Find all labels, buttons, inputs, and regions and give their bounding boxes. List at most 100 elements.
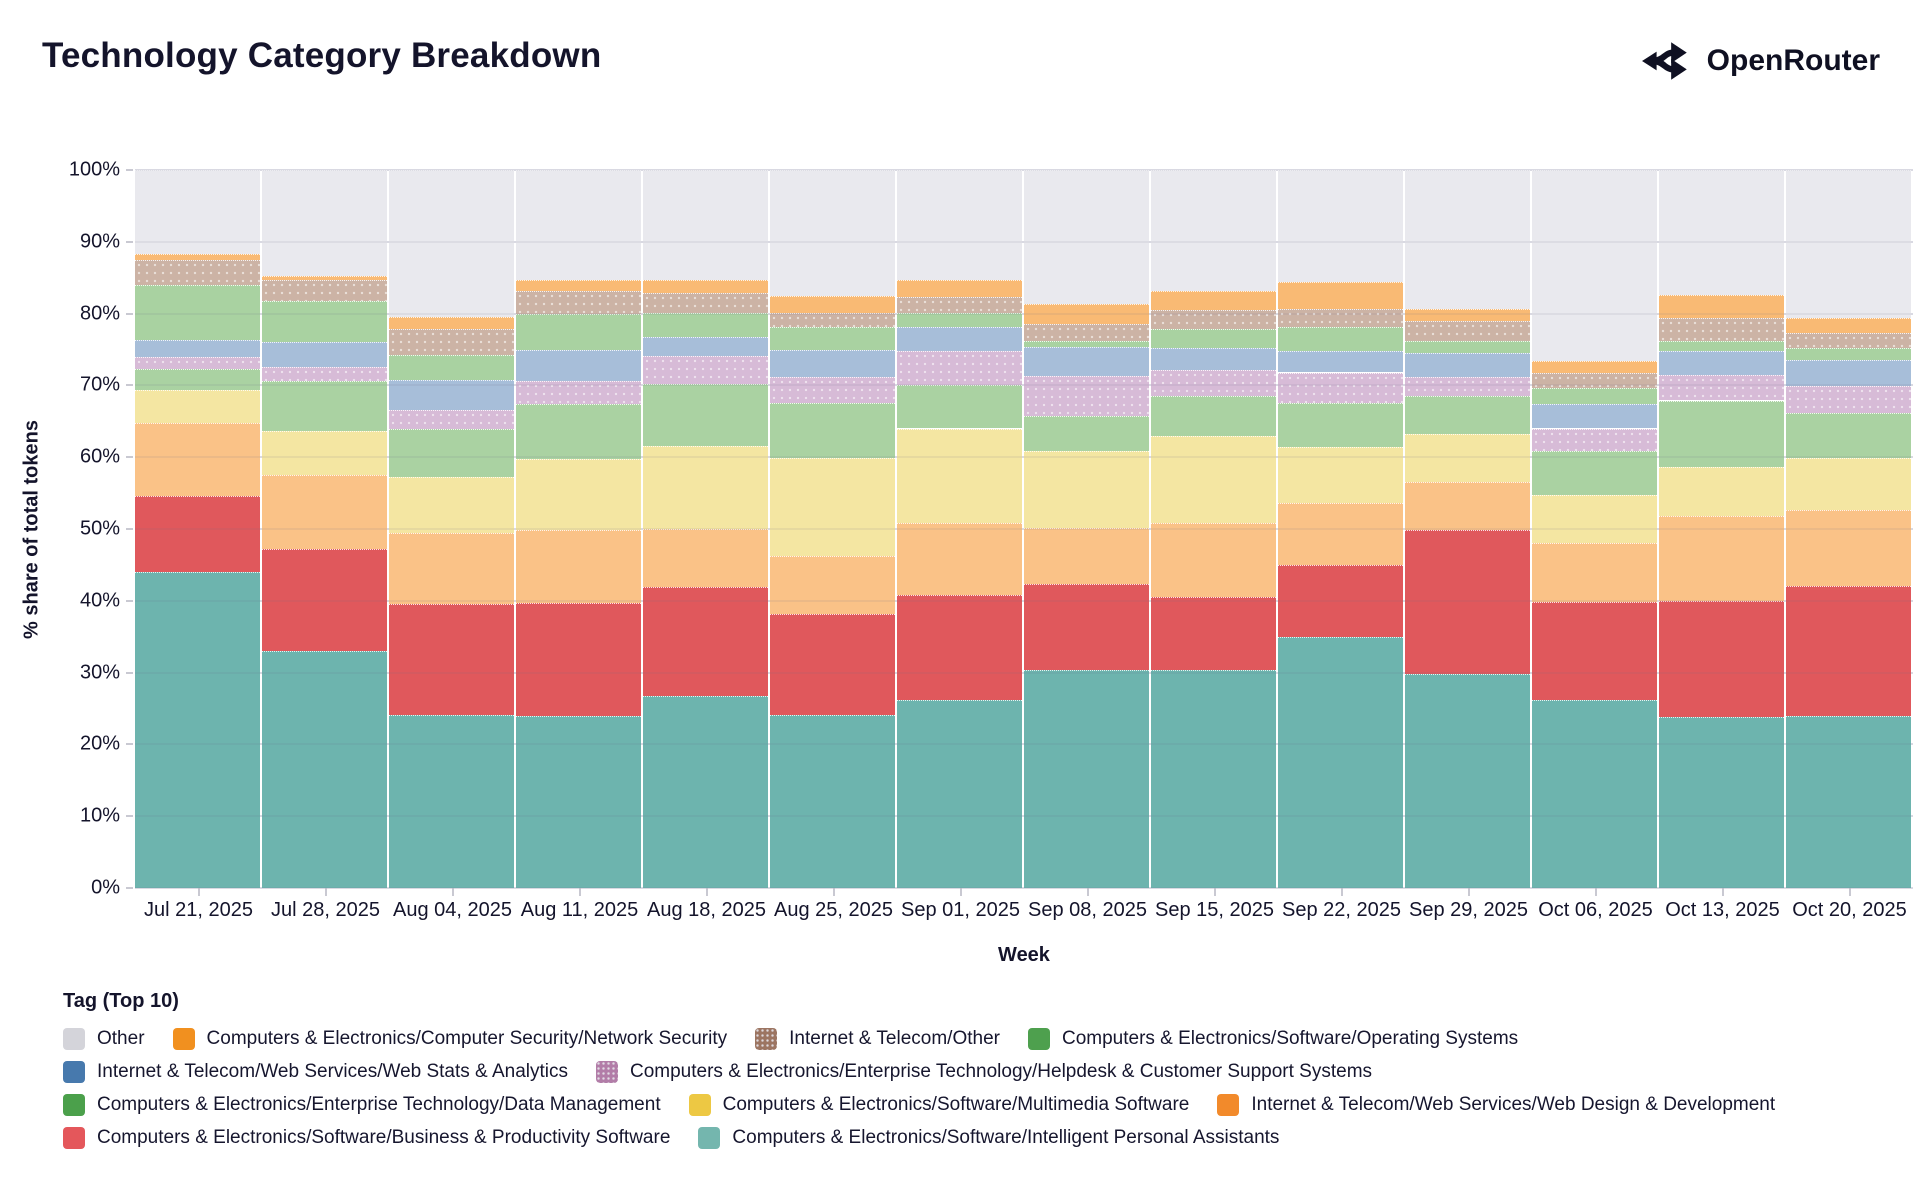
bar-segment-ws[interactable] — [135, 340, 260, 358]
bar-segment-ipa[interactable] — [1786, 715, 1911, 888]
bar-segment-bp[interactable] — [897, 595, 1022, 700]
bar-segment-ito[interactable] — [1151, 310, 1276, 329]
bar-segment-hd[interactable] — [389, 409, 514, 430]
bar-segment-ws[interactable] — [1151, 348, 1276, 371]
bar-segment-wd[interactable] — [1278, 503, 1403, 565]
bar-segment-dm[interactable] — [643, 383, 768, 446]
bar-segment-bp[interactable] — [389, 603, 514, 715]
bar-segment-ipa[interactable] — [770, 714, 895, 888]
bar-segment-ns[interactable] — [1405, 309, 1530, 321]
bar-segment-hd[interactable] — [1532, 428, 1657, 452]
bar-segment-os[interactable] — [262, 301, 387, 342]
bar-segment-other[interactable] — [1659, 170, 1784, 295]
bar-segment-wd[interactable] — [897, 522, 1022, 596]
bar-segment-dm[interactable] — [135, 368, 260, 390]
bar-segment-hd[interactable] — [897, 350, 1022, 386]
bar-segment-bp[interactable] — [770, 614, 895, 715]
legend-item-other[interactable]: Other — [63, 1028, 145, 1050]
bar-segment-ns[interactable] — [1532, 361, 1657, 374]
bar-segment-bp[interactable] — [135, 496, 260, 573]
bar-segment-hd[interactable] — [1024, 376, 1149, 416]
bar-segment-os[interactable] — [1659, 340, 1784, 351]
bar-segment-hd[interactable] — [1786, 386, 1911, 414]
bar-segment-ws[interactable] — [897, 326, 1022, 351]
bar-segment-mm[interactable] — [135, 389, 260, 424]
bar-segment-wd[interactable] — [135, 423, 260, 496]
legend-item-bp[interactable]: Computers & Electronics/Software/Busines… — [63, 1127, 670, 1149]
bar-segment-ito[interactable] — [1405, 320, 1530, 341]
bar-segment-os[interactable] — [643, 312, 768, 337]
legend-item-ito[interactable]: Internet & Telecom/Other — [755, 1028, 1000, 1050]
bar-segment-ipa[interactable] — [1024, 669, 1149, 888]
bar-segment-other[interactable] — [516, 170, 641, 280]
bar-segment-other[interactable] — [389, 170, 514, 318]
bar-segment-ito[interactable] — [262, 279, 387, 302]
bar-segment-os[interactable] — [1151, 328, 1276, 349]
bar-segment-wd[interactable] — [262, 475, 387, 550]
bar-segment-ws[interactable] — [262, 341, 387, 368]
bar-segment-dm[interactable] — [1151, 396, 1276, 437]
bar-segment-other[interactable] — [262, 170, 387, 276]
bar-segment-ws[interactable] — [1024, 346, 1149, 377]
bar-segment-other[interactable] — [1151, 170, 1276, 292]
bar-segment-wd[interactable] — [1659, 516, 1784, 601]
bar-segment-mm[interactable] — [1405, 434, 1530, 482]
bar-segment-mm[interactable] — [1532, 494, 1657, 544]
bar-segment-dm[interactable] — [516, 404, 641, 460]
bar-segment-ns[interactable] — [262, 275, 387, 280]
bar-segment-hd[interactable] — [1278, 372, 1403, 403]
bar-segment-other[interactable] — [1532, 170, 1657, 361]
bar-segment-os[interactable] — [1024, 340, 1149, 347]
bar-segment-mm[interactable] — [897, 428, 1022, 523]
bar-segment-ipa[interactable] — [643, 696, 768, 888]
bar-segment-other[interactable] — [643, 170, 768, 280]
bar-segment-ws[interactable] — [1405, 353, 1530, 377]
bar-segment-ws[interactable] — [389, 379, 514, 410]
bar-segment-hd[interactable] — [1405, 376, 1530, 397]
bar-segment-ws[interactable] — [1278, 350, 1403, 373]
bar-segment-ito[interactable] — [770, 312, 895, 327]
bar-segment-ipa[interactable] — [135, 572, 260, 888]
legend-item-ns[interactable]: Computers & Electronics/Computer Securit… — [172, 1028, 727, 1050]
bar-segment-dm[interactable] — [770, 403, 895, 458]
bar-segment-ito[interactable] — [389, 328, 514, 356]
bar-segment-ws[interactable] — [643, 336, 768, 356]
bar-segment-ns[interactable] — [770, 295, 895, 313]
bar-segment-bp[interactable] — [643, 587, 768, 697]
bar-segment-ito[interactable] — [1786, 333, 1911, 349]
bar-segment-hd[interactable] — [643, 355, 768, 384]
bar-segment-ito[interactable] — [1659, 317, 1784, 341]
bar-segment-ipa[interactable] — [1532, 699, 1657, 888]
bar-segment-wd[interactable] — [643, 529, 768, 588]
bar-segment-other[interactable] — [1786, 170, 1911, 318]
bar-segment-ipa[interactable] — [897, 699, 1022, 888]
bar-segment-bp[interactable] — [516, 602, 641, 716]
bar-segment-ns[interactable] — [1786, 317, 1911, 333]
bar-segment-mm[interactable] — [262, 430, 387, 476]
bar-segment-ipa[interactable] — [1405, 674, 1530, 888]
bar-segment-ito[interactable] — [135, 260, 260, 285]
bar-segment-os[interactable] — [135, 284, 260, 341]
bar-segment-other[interactable] — [1405, 170, 1530, 310]
bar-segment-ns[interactable] — [1151, 291, 1276, 311]
bar-segment-bp[interactable] — [1278, 564, 1403, 638]
bar-segment-ito[interactable] — [897, 297, 1022, 313]
bar-segment-os[interactable] — [1532, 388, 1657, 405]
bar-segment-wd[interactable] — [1786, 509, 1911, 587]
bar-segment-ipa[interactable] — [1278, 637, 1403, 888]
legend-item-dm[interactable]: Computers & Electronics/Enterprise Techn… — [63, 1094, 661, 1116]
bar-segment-os[interactable] — [389, 355, 514, 380]
bar-segment-mm[interactable] — [643, 445, 768, 529]
bar-segment-mm[interactable] — [389, 476, 514, 533]
bar-segment-mm[interactable] — [1786, 457, 1911, 510]
bar-segment-ns[interactable] — [389, 317, 514, 329]
bar-segment-bp[interactable] — [262, 549, 387, 652]
bar-segment-ws[interactable] — [1532, 404, 1657, 429]
bar-segment-bp[interactable] — [1151, 597, 1276, 670]
bar-segment-ws[interactable] — [770, 350, 895, 377]
bar-segment-ipa[interactable] — [262, 651, 387, 888]
legend-item-wd[interactable]: Internet & Telecom/Web Services/Web Desi… — [1217, 1094, 1775, 1116]
bar-segment-mm[interactable] — [1151, 436, 1276, 523]
bar-segment-bp[interactable] — [1024, 584, 1149, 670]
bar-segment-wd[interactable] — [1405, 481, 1530, 531]
